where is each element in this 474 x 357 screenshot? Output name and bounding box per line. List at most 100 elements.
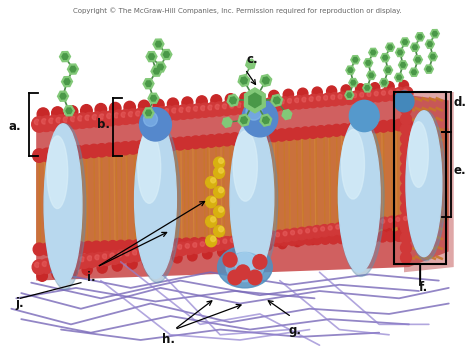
Circle shape [144, 112, 157, 126]
Ellipse shape [233, 131, 257, 201]
Circle shape [139, 108, 172, 141]
Circle shape [123, 249, 136, 262]
Circle shape [401, 173, 411, 184]
Circle shape [295, 234, 306, 245]
Circle shape [158, 139, 171, 151]
Ellipse shape [230, 119, 278, 280]
Circle shape [353, 93, 357, 98]
Circle shape [281, 229, 293, 242]
Circle shape [174, 137, 186, 150]
Circle shape [205, 135, 218, 147]
Circle shape [35, 262, 39, 267]
Ellipse shape [338, 118, 380, 272]
Circle shape [95, 255, 100, 260]
Circle shape [263, 241, 272, 251]
Circle shape [266, 100, 270, 105]
Circle shape [222, 104, 227, 109]
Circle shape [58, 242, 70, 255]
Circle shape [278, 239, 287, 249]
Circle shape [401, 104, 411, 115]
Ellipse shape [226, 252, 264, 282]
Circle shape [254, 91, 265, 102]
Circle shape [328, 92, 341, 106]
Circle shape [246, 236, 250, 241]
Circle shape [401, 242, 411, 253]
Circle shape [128, 259, 137, 269]
Circle shape [99, 241, 110, 253]
Ellipse shape [135, 120, 180, 283]
Circle shape [214, 206, 225, 217]
Circle shape [63, 117, 68, 122]
Circle shape [97, 111, 111, 126]
Circle shape [172, 108, 176, 113]
Circle shape [197, 237, 208, 249]
Circle shape [248, 243, 257, 253]
Circle shape [323, 233, 332, 242]
Circle shape [173, 238, 184, 250]
Text: i.: i. [87, 271, 95, 284]
Circle shape [150, 139, 163, 152]
Circle shape [324, 96, 328, 100]
Circle shape [104, 111, 118, 126]
Circle shape [164, 238, 175, 250]
Circle shape [246, 236, 257, 247]
Circle shape [304, 234, 314, 245]
Circle shape [124, 101, 136, 113]
Circle shape [284, 128, 295, 140]
Circle shape [251, 233, 263, 246]
Circle shape [155, 107, 169, 121]
Circle shape [307, 94, 319, 108]
Circle shape [138, 100, 150, 112]
Circle shape [142, 257, 152, 267]
Circle shape [46, 115, 61, 131]
Circle shape [382, 91, 386, 95]
Circle shape [271, 235, 282, 246]
Circle shape [201, 106, 205, 111]
Circle shape [155, 247, 160, 252]
Circle shape [95, 144, 108, 157]
Circle shape [314, 94, 327, 107]
Circle shape [242, 99, 278, 137]
Circle shape [200, 242, 205, 246]
Polygon shape [36, 124, 449, 249]
Circle shape [213, 134, 225, 146]
Circle shape [64, 146, 77, 160]
Circle shape [264, 98, 276, 111]
Circle shape [115, 240, 127, 252]
Circle shape [401, 153, 411, 165]
Circle shape [179, 107, 184, 112]
Circle shape [219, 207, 224, 212]
Circle shape [316, 96, 321, 101]
Circle shape [278, 97, 291, 110]
Circle shape [396, 217, 400, 221]
Circle shape [341, 85, 351, 95]
Circle shape [271, 97, 283, 111]
Circle shape [251, 101, 256, 106]
Circle shape [349, 221, 360, 233]
Circle shape [367, 92, 371, 96]
Text: j.: j. [15, 297, 24, 310]
Circle shape [236, 235, 248, 248]
Circle shape [213, 102, 226, 116]
Circle shape [387, 88, 399, 101]
Ellipse shape [409, 122, 428, 187]
Circle shape [50, 261, 55, 266]
Circle shape [381, 219, 385, 223]
Circle shape [401, 87, 413, 99]
Circle shape [184, 104, 198, 119]
Circle shape [396, 90, 400, 94]
Circle shape [130, 248, 143, 261]
Circle shape [285, 96, 298, 110]
Circle shape [280, 99, 285, 104]
Circle shape [118, 110, 133, 125]
Circle shape [321, 93, 334, 106]
Polygon shape [36, 95, 449, 281]
Circle shape [210, 197, 216, 202]
Ellipse shape [230, 119, 274, 275]
Circle shape [401, 119, 412, 130]
Circle shape [166, 138, 178, 151]
Circle shape [196, 96, 207, 107]
Circle shape [56, 147, 69, 160]
Circle shape [228, 270, 242, 285]
Circle shape [85, 253, 99, 267]
